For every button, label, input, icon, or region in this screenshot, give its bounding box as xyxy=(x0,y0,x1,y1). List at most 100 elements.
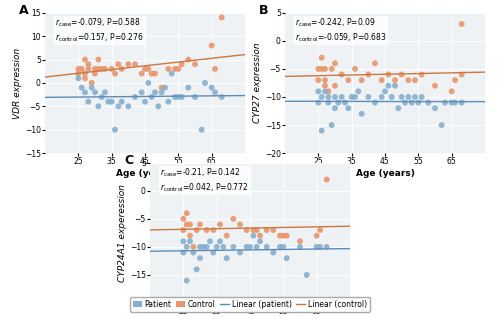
Point xyxy=(151,90,159,95)
Point xyxy=(262,227,270,233)
Point xyxy=(391,78,399,83)
Point xyxy=(398,94,406,100)
Point xyxy=(212,244,220,249)
Point xyxy=(378,94,386,100)
Point xyxy=(322,244,330,249)
Point xyxy=(246,244,254,249)
Point xyxy=(200,244,207,249)
Point xyxy=(184,57,192,62)
Point xyxy=(198,127,205,132)
Point xyxy=(196,222,204,227)
Point xyxy=(138,90,145,95)
Point xyxy=(192,267,200,272)
Point xyxy=(280,233,287,238)
Point xyxy=(441,100,449,105)
Point xyxy=(236,222,244,227)
Point xyxy=(101,90,109,95)
Point xyxy=(314,89,322,94)
Point xyxy=(74,76,82,81)
Point xyxy=(118,99,126,104)
Point xyxy=(84,62,92,67)
Point xyxy=(424,100,432,105)
Y-axis label: VDR expression: VDR expression xyxy=(13,47,22,119)
Point xyxy=(331,61,339,66)
Point xyxy=(344,106,352,111)
Point xyxy=(431,106,439,111)
Point xyxy=(191,62,199,67)
Point xyxy=(202,244,210,249)
Point xyxy=(338,94,345,100)
Point xyxy=(398,72,406,77)
Point xyxy=(296,239,304,244)
Y-axis label: CYP27 expression: CYP27 expression xyxy=(253,43,262,123)
Point xyxy=(331,83,339,88)
Point xyxy=(318,128,326,133)
Point xyxy=(216,222,224,227)
Point xyxy=(314,100,322,105)
Point xyxy=(262,244,270,249)
Point xyxy=(108,66,116,71)
Point xyxy=(81,76,89,81)
Point xyxy=(394,106,402,111)
Point xyxy=(314,78,322,83)
Point xyxy=(210,250,218,255)
Point xyxy=(334,100,342,105)
Point xyxy=(186,239,194,244)
Point xyxy=(252,227,260,233)
Point xyxy=(196,256,204,261)
Point xyxy=(418,72,426,77)
Point xyxy=(316,244,324,249)
Point xyxy=(242,244,250,249)
Point xyxy=(182,222,190,227)
Point xyxy=(168,71,175,76)
Point xyxy=(192,227,200,233)
Point xyxy=(321,78,329,83)
Point xyxy=(196,244,204,249)
Point xyxy=(144,80,152,85)
Point xyxy=(318,94,326,100)
Point xyxy=(78,66,86,71)
Point xyxy=(318,55,326,60)
Point xyxy=(74,66,82,71)
Point xyxy=(322,177,330,182)
Point xyxy=(216,239,224,244)
Text: B: B xyxy=(259,4,268,17)
Point xyxy=(321,66,329,71)
Point xyxy=(186,222,194,227)
Point xyxy=(114,62,122,67)
Point xyxy=(141,66,149,71)
Point xyxy=(344,78,352,83)
Point xyxy=(414,100,422,105)
Text: $r_{\rm case}$=-0.242, P=0.09
$r_{\rm control}$=-0.059, P=0.683: $r_{\rm case}$=-0.242, P=0.09 $r_{\rm co… xyxy=(295,17,386,44)
Point xyxy=(191,94,199,100)
Point xyxy=(418,94,426,100)
Point xyxy=(321,89,329,94)
Point xyxy=(324,94,332,100)
Point xyxy=(104,99,112,104)
Point xyxy=(230,216,237,221)
Point xyxy=(118,66,126,71)
Point xyxy=(312,244,320,249)
Point xyxy=(348,94,356,100)
Point xyxy=(114,104,122,109)
Point xyxy=(190,244,198,249)
Point xyxy=(144,66,152,71)
Point xyxy=(408,100,416,105)
Point xyxy=(180,227,188,233)
Point xyxy=(211,66,219,71)
Legend: Patient, Control, Linear (patient), Linear (control): Patient, Control, Linear (patient), Line… xyxy=(130,297,370,312)
Point xyxy=(182,211,190,216)
Point xyxy=(148,71,156,76)
Point xyxy=(184,85,192,90)
Point xyxy=(74,71,82,76)
Point xyxy=(218,94,226,100)
Point xyxy=(324,89,332,94)
Point xyxy=(94,66,102,71)
Point xyxy=(411,78,419,83)
Point xyxy=(256,239,264,244)
Point xyxy=(174,66,182,71)
Point xyxy=(220,244,228,249)
Point xyxy=(88,85,96,90)
Point xyxy=(276,233,284,238)
Point xyxy=(401,100,409,105)
